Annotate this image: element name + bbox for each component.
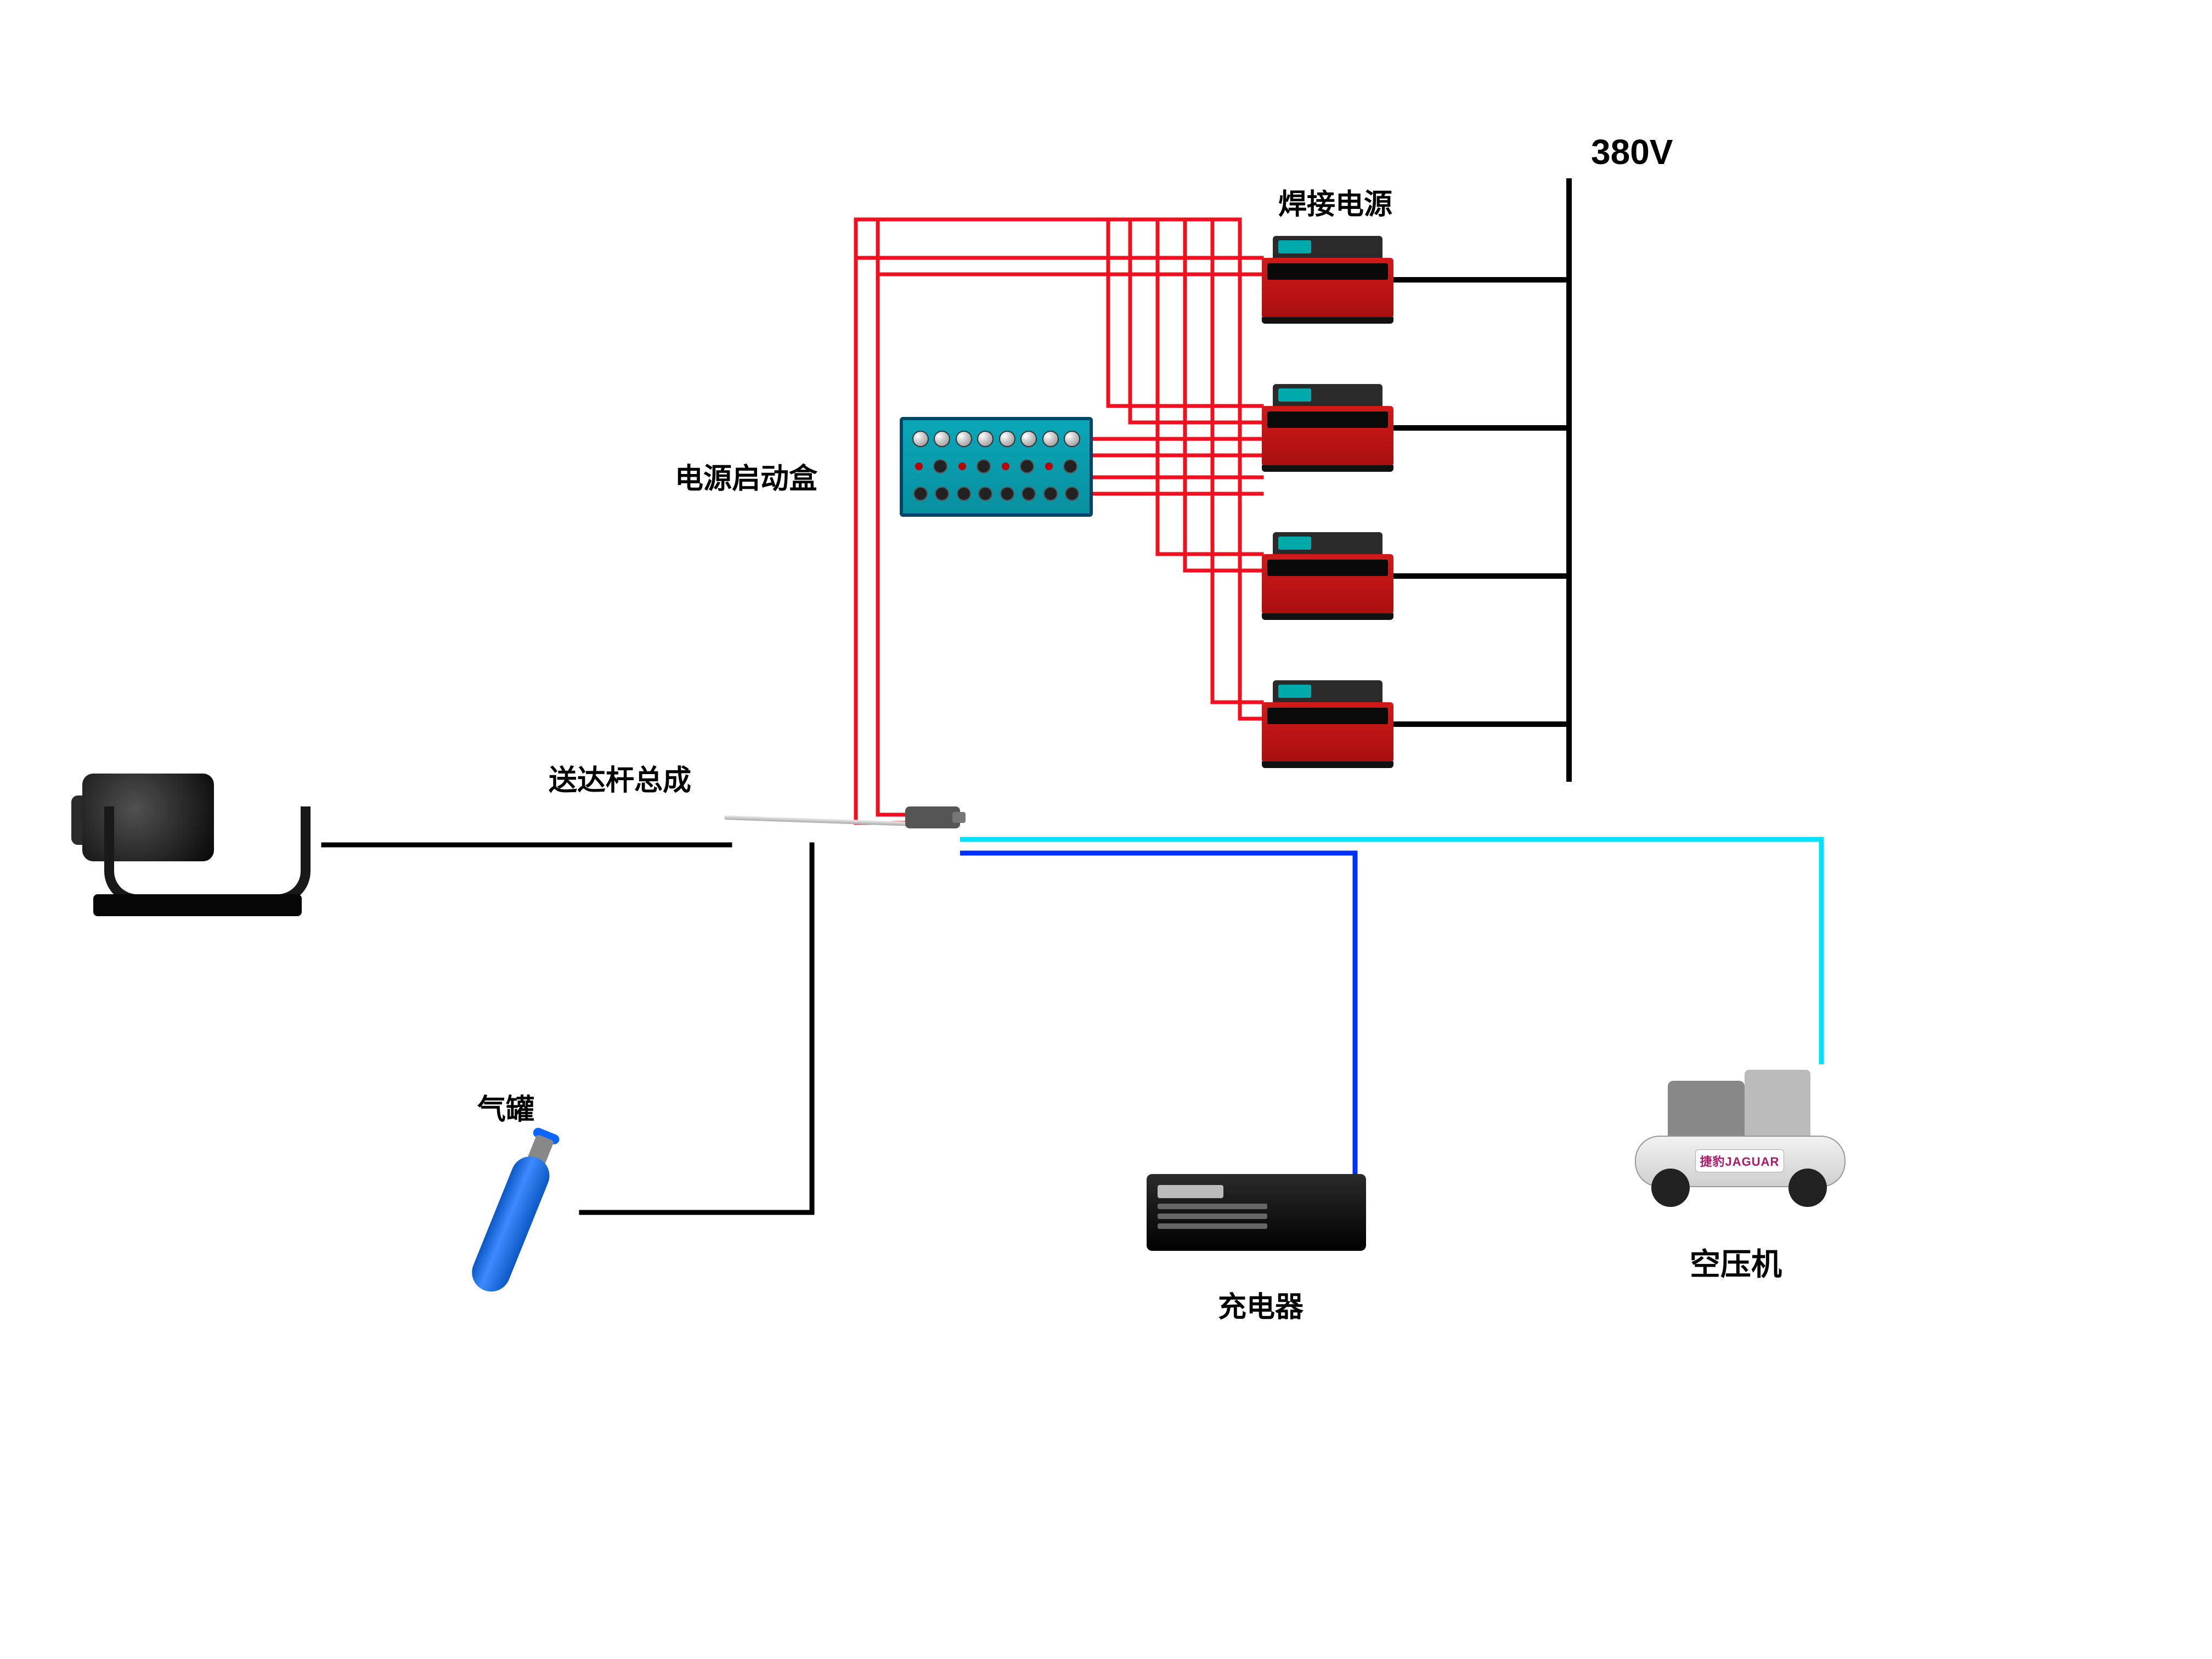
welding-power-unit — [1262, 680, 1393, 768]
delivery-rod-assembly — [724, 806, 960, 828]
welding-power-unit — [1262, 532, 1393, 620]
charger-unit — [1147, 1174, 1366, 1251]
label-voltage: 380V — [1591, 132, 1673, 172]
gas-cylinder — [447, 1124, 573, 1312]
label-gas-tank: 气罐 — [477, 1086, 534, 1127]
label-delivery-rod: 送达杆总成 — [549, 757, 691, 798]
compressor-brand: 捷豹JAGUAR — [1695, 1149, 1784, 1172]
label-air-compressor: 空压机 — [1690, 1240, 1782, 1284]
welding-power-unit — [1262, 236, 1393, 324]
welding-power-unit — [1262, 384, 1393, 472]
diagram-canvas: 380V 焊接电源 电源启动盒 送达杆总成 气罐 充电器 空压机 — [0, 0, 2212, 1659]
air-compressor: 捷豹JAGUAR — [1635, 1059, 1843, 1201]
label-welding-power: 焊接电源 — [1278, 181, 1392, 222]
label-charger: 充电器 — [1218, 1284, 1304, 1325]
label-power-start-box: 电源启动盒 — [675, 455, 817, 496]
wiring-svg — [0, 0, 2212, 1659]
power-start-box — [900, 417, 1093, 517]
welding-robot — [71, 741, 324, 916]
